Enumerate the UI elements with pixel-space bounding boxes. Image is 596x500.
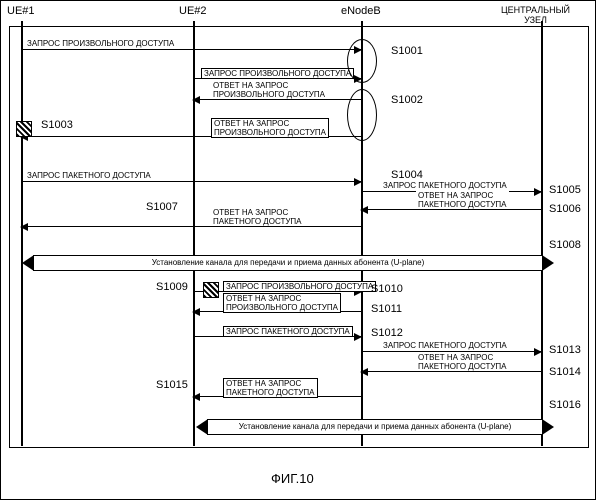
lifeline-label-core: ЦЕНТРАЛЬНЫЙ УЗЕЛ — [501, 5, 570, 25]
sequence-diagram: UE#1 UE#2 eNodeB ЦЕНТРАЛЬНЫЙ УЗЕЛ ЗАПРОС… — [0, 0, 596, 500]
message-label: ОТВЕТ НА ЗАПРОС ПАКЕТНОГО ДОСТУПА — [211, 208, 304, 226]
step-label: S1011 — [371, 303, 402, 315]
step-label: S1013 — [549, 344, 581, 356]
step-label: S1015 — [156, 379, 188, 391]
message-arrow — [361, 209, 541, 210]
message-label: ЗАПРОС ПАКЕТНОГО ДОСТУПА — [381, 341, 509, 350]
channel-banner: Установление канала для передачи и прием… — [207, 419, 543, 435]
activation-box — [203, 282, 219, 298]
message-label: ЗАПРОС ПРОИЗВОЛЬНОГО ДОСТУПА — [25, 39, 176, 48]
message-label: ОТВЕТ НА ЗАПРОС ПРОИЗВОЛЬНОГО ДОСТУПА — [223, 293, 341, 313]
message-label: ОТВЕТ НА ЗАПРОС ПРОИЗВОЛЬНОГО ДОСТУПА — [211, 81, 327, 99]
highlight-oval — [347, 89, 377, 141]
message-label: ЗАПРОС ПАКЕТНОГО ДОСТУПА — [381, 181, 509, 190]
message-label: ОТВЕТ НА ЗАПРОС ПАКЕТНОГО ДОСТУПА — [223, 378, 318, 398]
lifeline-enb — [361, 21, 363, 446]
lifeline-label-ue2: UE#2 — [179, 5, 207, 17]
message-label: ЗАПРОС ПАКЕТНОГО ДОСТУПА — [223, 326, 353, 337]
lifeline-ue2 — [193, 21, 195, 446]
step-label: S1003 — [41, 119, 73, 131]
message-arrow — [21, 181, 361, 182]
step-label: S1001 — [391, 45, 423, 57]
message-label: ЗАПРОС ПАКЕТНОГО ДОСТУПА — [25, 171, 153, 180]
message-label: ЗАПРОС ПРОИЗВОЛЬНОГО ДОСТУПА — [223, 281, 376, 292]
message-label: ОТВЕТ НА ЗАПРОС ПАКЕТНОГО ДОСТУПА — [416, 191, 509, 209]
lifeline-ue1 — [21, 21, 23, 446]
lifeline-label-enb: eNodeB — [341, 5, 381, 17]
message-label: ОТВЕТ НА ЗАПРОС ПАКЕТНОГО ДОСТУПА — [416, 353, 509, 371]
message-label: ЗАПРОС ПРОИЗВОЛЬНОГО ДОСТУПА — [201, 68, 354, 79]
message-label: ОТВЕТ НА ЗАПРОС ПРОИЗВОЛЬНОГО ДОСТУПА — [211, 118, 329, 138]
message-arrow — [361, 371, 541, 372]
message-arrow — [193, 99, 361, 100]
step-label: S1002 — [391, 94, 423, 106]
figure-caption: ФИГ.10 — [271, 471, 314, 486]
step-label: S1016 — [549, 399, 581, 411]
step-label: S1007 — [146, 201, 178, 213]
channel-banner: Установление канала для передачи и прием… — [33, 255, 543, 271]
step-label: S1014 — [549, 366, 581, 378]
highlight-oval — [347, 39, 377, 83]
step-label: S1005 — [549, 184, 581, 196]
lifeline-label-ue1: UE#1 — [7, 5, 35, 17]
step-label: S1004 — [391, 169, 423, 181]
message-arrow — [21, 226, 361, 227]
step-label: S1008 — [549, 239, 581, 251]
step-label: S1006 — [549, 203, 581, 215]
step-label: S1012 — [371, 327, 403, 339]
step-label: S1010 — [371, 283, 403, 295]
lifeline-core — [541, 21, 543, 446]
step-label: S1009 — [156, 281, 188, 293]
activation-box — [16, 121, 32, 137]
message-arrow — [21, 49, 361, 50]
message-arrow — [361, 351, 541, 352]
